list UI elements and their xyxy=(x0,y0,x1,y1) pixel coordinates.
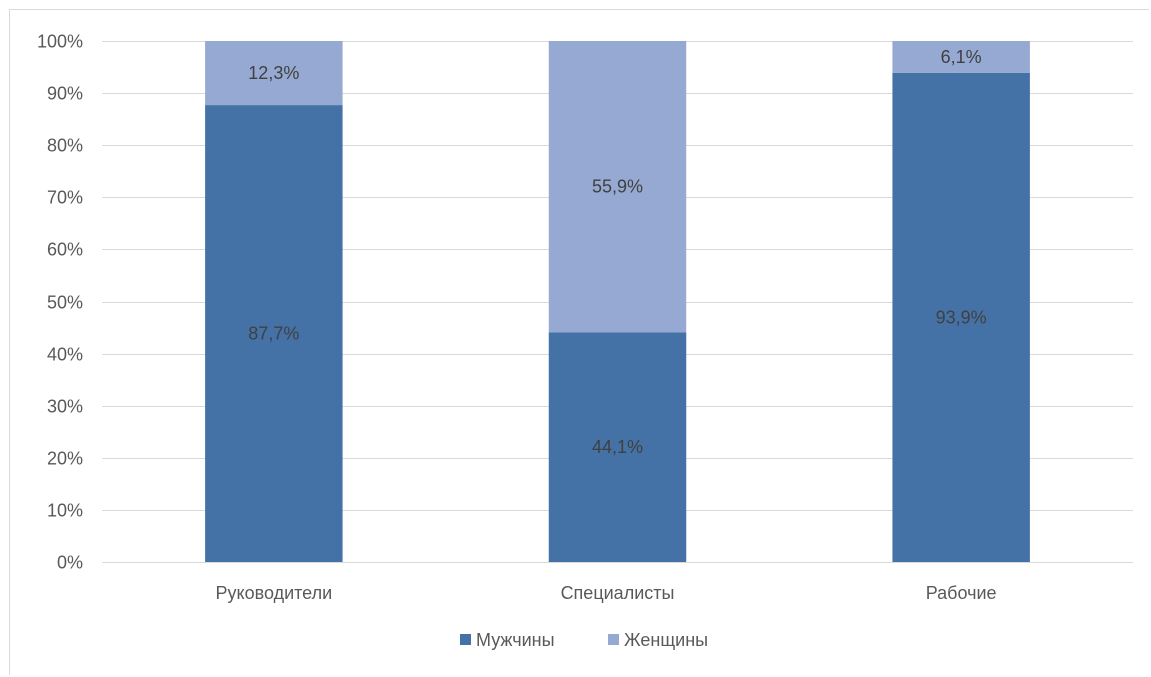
data-label: 12,3% xyxy=(248,63,299,83)
y-tick-label: 40% xyxy=(47,345,83,365)
y-tick-label: 100% xyxy=(37,32,83,52)
y-tick-label: 30% xyxy=(47,397,83,417)
y-tick-label: 0% xyxy=(57,553,83,573)
bar-men xyxy=(205,105,343,562)
bar-men xyxy=(548,332,687,562)
data-label: 93,9% xyxy=(936,307,987,327)
y-tick-label: 50% xyxy=(47,293,83,313)
data-label: 6,1% xyxy=(941,47,982,67)
chart-frame xyxy=(9,9,1149,675)
y-axis-tick-labels: 0% 10% 20% 30% 40% 50% 60% 70% 80% 90% 100% xyxy=(37,32,83,573)
y-tick-label: 90% xyxy=(47,84,83,104)
y-tick-label: 60% xyxy=(47,240,83,260)
y-tick-label: 70% xyxy=(47,188,83,208)
data-labels: 87,7% 12,3% 44,1% 55,9% 93,9% 6,1% xyxy=(248,47,986,457)
y-tick-label: 80% xyxy=(47,136,83,156)
bar-women xyxy=(892,41,1030,73)
bar-women xyxy=(205,41,343,106)
bar-men xyxy=(892,72,1030,562)
x-axis-category-labels: Руководители Специалисты Рабочие xyxy=(216,583,997,603)
category-label: Специалисты xyxy=(561,583,675,603)
legend-label: Женщины xyxy=(624,630,708,650)
data-label: 44,1% xyxy=(592,437,643,457)
category-label: Рабочие xyxy=(926,583,997,603)
legend-swatch-men xyxy=(460,634,471,645)
data-label: 55,9% xyxy=(592,177,643,197)
y-tick-label: 20% xyxy=(47,449,83,469)
bar-women xyxy=(548,41,687,333)
bars xyxy=(205,41,1030,562)
category-label: Руководители xyxy=(216,583,333,603)
legend-swatch-women xyxy=(608,634,619,645)
data-label: 87,7% xyxy=(248,324,299,344)
legend: Мужчины Женщины xyxy=(460,630,708,650)
legend-label: Мужчины xyxy=(476,630,555,650)
y-tick-label: 10% xyxy=(47,501,83,521)
